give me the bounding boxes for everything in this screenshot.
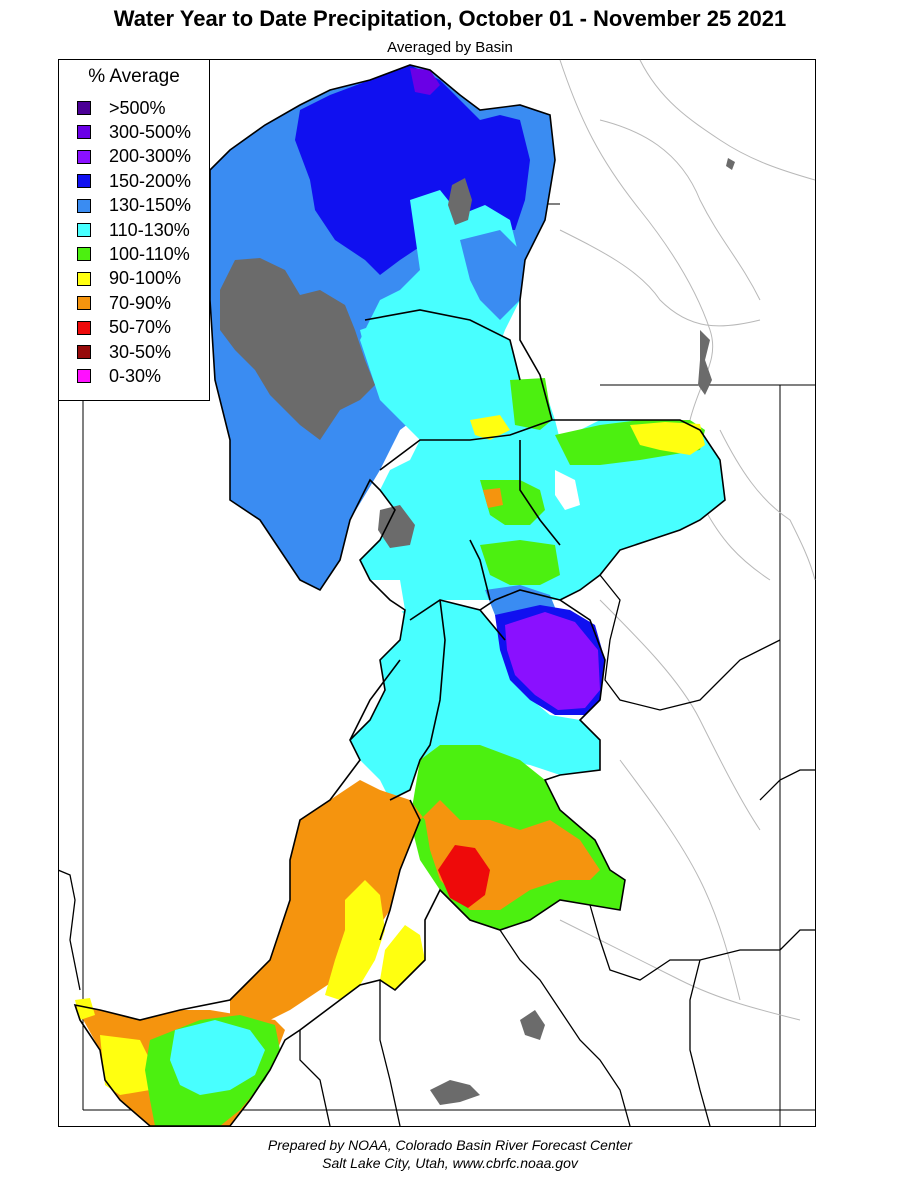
legend-swatch <box>77 345 91 359</box>
legend-label: 70-90% <box>109 292 172 313</box>
region-70-90-center <box>483 488 503 508</box>
legend-item: 150-200% <box>77 170 191 192</box>
legend-swatch <box>77 149 91 164</box>
legend-label: >500% <box>109 97 166 118</box>
region-no-color-1 <box>365 580 405 620</box>
legend-label: 130-150% <box>109 195 192 216</box>
legend-swatch <box>77 247 91 262</box>
region-90-100-south <box>325 880 385 1000</box>
legend-swatch <box>77 125 91 140</box>
legend-item: 300-500% <box>77 121 191 143</box>
legend-label: 200-300% <box>109 146 192 167</box>
lake-nodata-north <box>448 178 472 225</box>
legend: % Average >500% 300-500% 200-300% 150-200% 1… <box>59 60 210 401</box>
legend-swatch <box>77 296 91 311</box>
region-90-100-east <box>630 422 705 455</box>
legend-label: 150-200% <box>109 170 192 191</box>
legend-item: 100-110% <box>77 243 190 265</box>
legend-item: 70-90% <box>77 292 171 314</box>
region-70-90-south <box>230 780 600 1030</box>
legend-item: 90-100% <box>77 268 181 290</box>
credit-line-2: Salt Lake City, Utah, www.cbrfc.noaa.gov <box>322 1155 578 1171</box>
region-90-100-south-2 <box>380 925 425 990</box>
region-100-110-small <box>510 378 552 430</box>
lake-nodata-center <box>378 505 415 548</box>
legend-item: 200-300% <box>77 146 191 168</box>
region-90-100-center <box>470 415 510 440</box>
legend-label: 0-30% <box>109 365 162 386</box>
outer-basin-boundaries <box>58 574 815 1127</box>
basin-fill <box>75 65 725 1126</box>
legend-swatch <box>77 369 91 384</box>
legend-swatch <box>77 101 91 115</box>
region-50-70-south <box>438 845 490 908</box>
region-90-100-tip <box>75 998 95 1020</box>
legend-label: 90-100% <box>109 268 182 289</box>
reservoirs <box>430 158 735 1105</box>
region-110-130-southwest <box>170 1020 265 1095</box>
legend-item: 110-130% <box>77 219 190 241</box>
credit-line-1: Prepared by NOAA, Colorado Basin River F… <box>267 1137 633 1153</box>
legend-label: 110-130% <box>109 219 190 240</box>
legend-label: 50-70% <box>109 317 172 338</box>
legend-label: 100-110% <box>109 243 190 264</box>
legend-title: % Average <box>88 66 180 87</box>
region-300-500-north <box>410 68 440 95</box>
region-200-300-east <box>505 612 600 710</box>
precipitation-map <box>58 59 816 1127</box>
region-130-150-center <box>460 230 525 320</box>
legend-label: 30-50% <box>109 341 172 362</box>
legend-swatch <box>77 271 91 286</box>
legend-item: 0-30% <box>77 365 161 387</box>
region-110-130-lower <box>350 600 600 800</box>
legend-swatch <box>77 320 91 335</box>
region-no-color-2 <box>555 470 580 510</box>
legend-swatch <box>77 174 91 189</box>
great-salt-lake-nodata <box>220 258 375 440</box>
legend-item: 130-150% <box>77 195 191 217</box>
legend-item: >500% <box>77 97 166 119</box>
legend-item: 50-70% <box>77 317 171 339</box>
map-subtitle: Averaged by Basin <box>387 39 513 56</box>
region-110-130-central <box>360 310 725 620</box>
region-100-110-center-low <box>480 540 560 585</box>
map-title: Water Year to Date Precipitation, Octobe… <box>113 6 787 31</box>
basin-boundaries <box>73 64 726 1127</box>
region-90-100-southwest <box>100 1035 150 1095</box>
legend-swatch <box>77 198 91 213</box>
legend-swatch <box>77 223 91 237</box>
legend-item: 30-50% <box>77 341 171 363</box>
legend-label: 300-500% <box>109 121 192 142</box>
